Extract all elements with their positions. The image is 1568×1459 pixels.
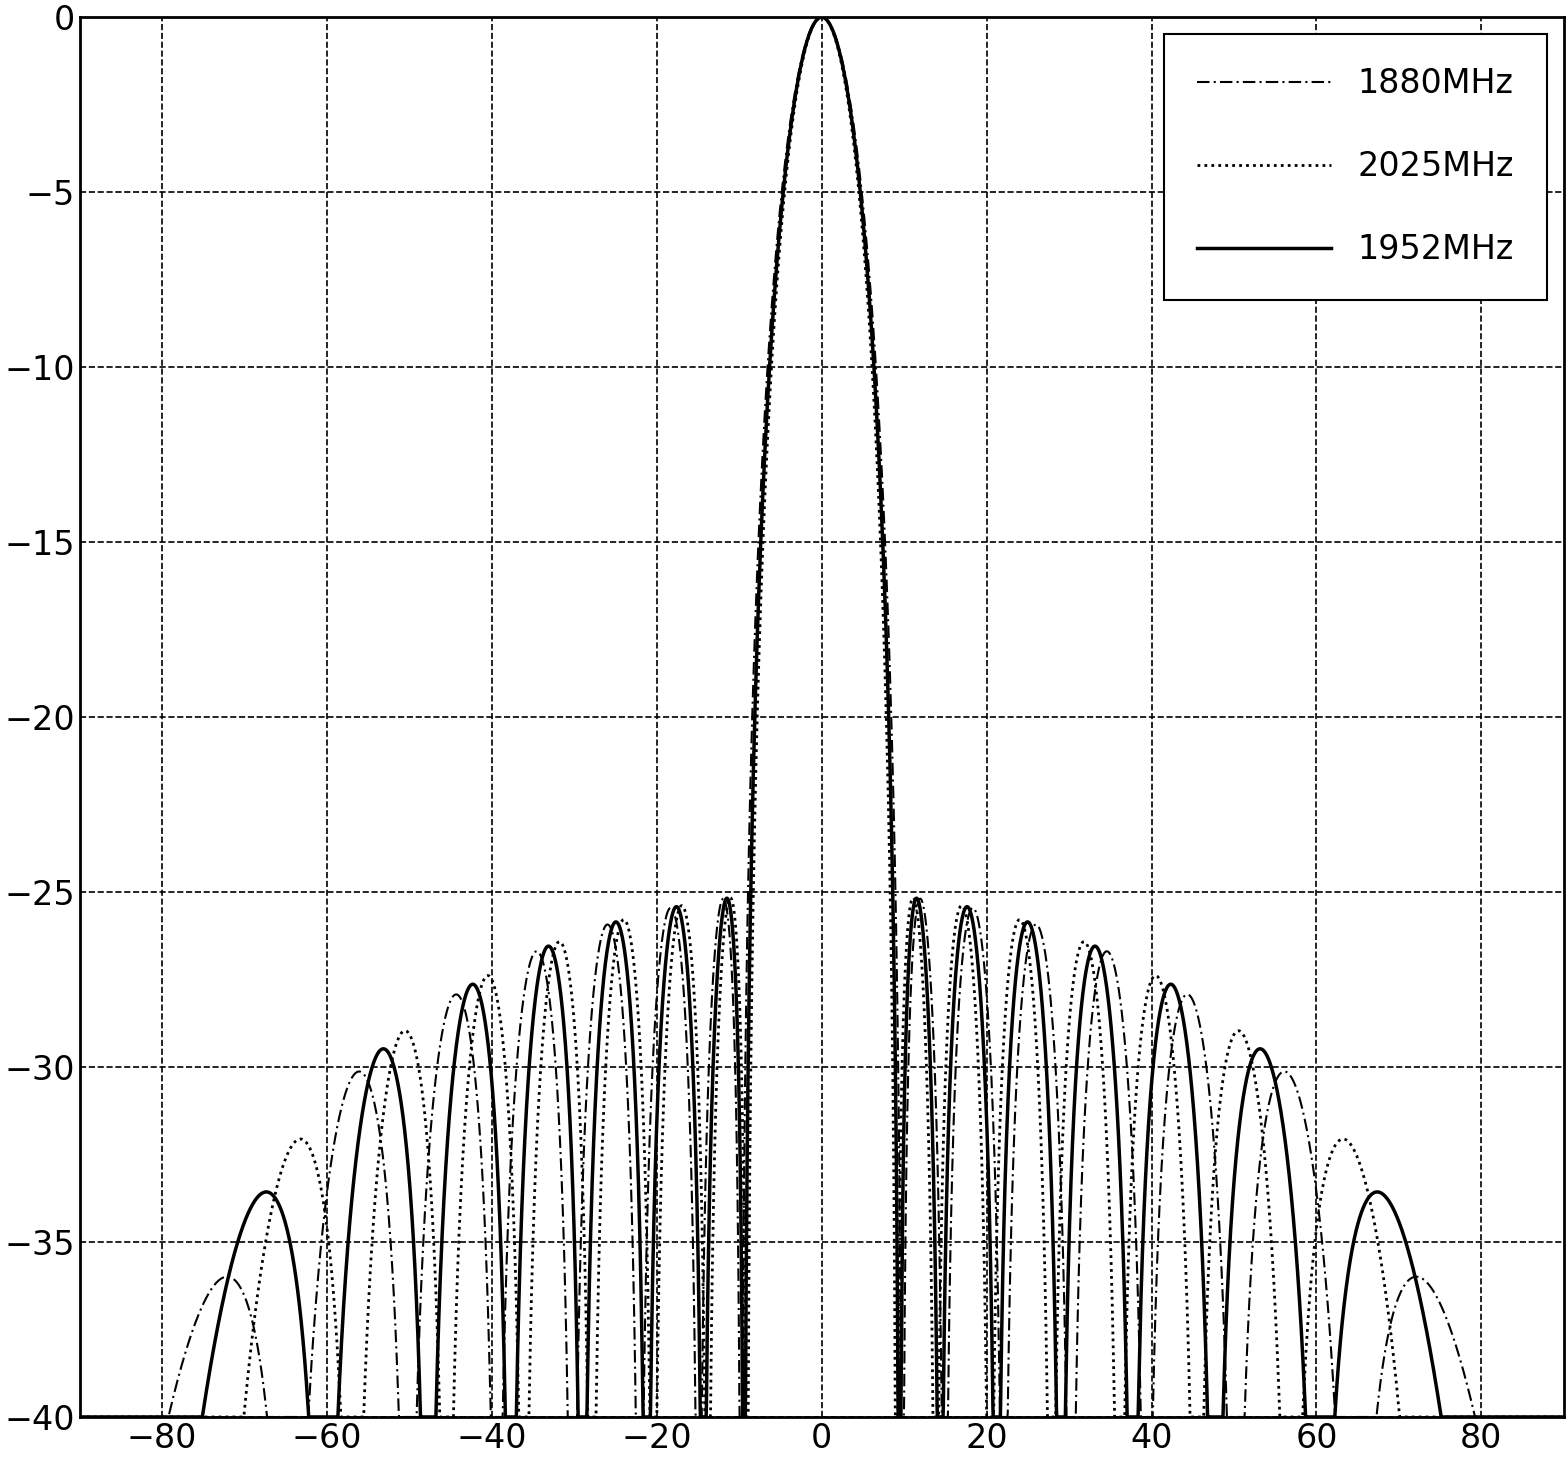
1880MHz (1036, 944, 1055, 961)
1952MHz (812, 9, 831, 26)
Legend: 1880MHz, 2025MHz, 1952MHz: 1880MHz, 2025MHz, 1952MHz (1163, 34, 1548, 299)
Line: 2025MHz: 2025MHz (80, 18, 1563, 1417)
2025MHz (1290, 1408, 1309, 1425)
Line: 1952MHz: 1952MHz (80, 18, 1563, 1417)
2025MHz (637, 1226, 655, 1243)
1952MHz (340, 1220, 359, 1237)
1952MHz (1036, 1037, 1055, 1055)
1952MHz (1554, 1408, 1568, 1425)
1880MHz (340, 1074, 359, 1091)
1880MHz (1554, 1408, 1568, 1425)
2025MHz (812, 9, 831, 26)
1880MHz (961, 903, 980, 921)
1952MHz (71, 1408, 89, 1425)
1880MHz (71, 1408, 89, 1425)
1880MHz (1290, 1091, 1309, 1109)
Line: 1880MHz: 1880MHz (80, 18, 1563, 1417)
2025MHz (1178, 1306, 1196, 1323)
2025MHz (1036, 1278, 1055, 1296)
1880MHz (637, 1231, 655, 1249)
1952MHz (961, 902, 980, 919)
1880MHz (1178, 986, 1196, 1004)
1952MHz (1178, 1039, 1196, 1056)
1952MHz (637, 1408, 655, 1425)
2025MHz (340, 1408, 359, 1425)
1880MHz (812, 9, 831, 26)
2025MHz (961, 932, 980, 950)
2025MHz (1554, 1408, 1568, 1425)
2025MHz (71, 1408, 89, 1425)
1952MHz (1290, 1303, 1309, 1320)
